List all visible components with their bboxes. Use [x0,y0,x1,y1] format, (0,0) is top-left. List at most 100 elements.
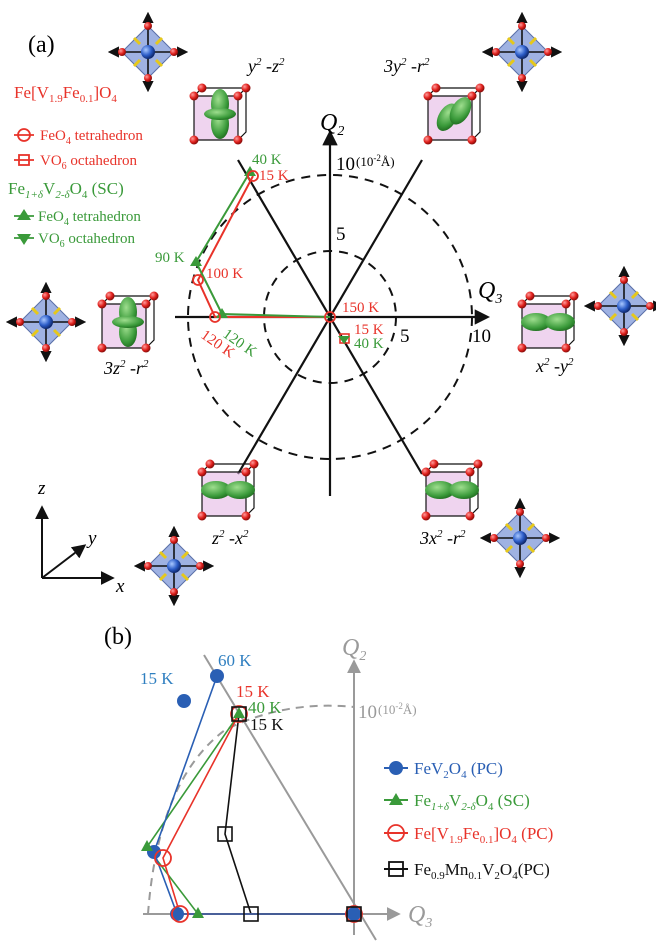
vanadium-atom [513,531,527,545]
red-marker-100K [192,274,204,286]
legend-b-red-marker [387,824,405,842]
black-marker-top-b [231,706,247,722]
green-marker-top-b [233,707,245,718]
legend-b-item3: Fe[V1.9Fe0.1]O4 (PC) [414,824,553,846]
circle-r10-b [147,704,355,915]
line-120deg-b [203,654,377,941]
bond-arrow [132,58,142,68]
green-marker-90K [190,256,202,266]
oxygen-atom [241,467,251,477]
temp-100K-red: 100 K [206,266,243,282]
oxygen-atom [423,91,433,101]
tick-5-top: 5 [336,224,346,245]
oxygen-atom [516,560,524,568]
oxygen-atom [233,91,243,101]
oxygen-atom [467,91,477,101]
oxygen-atom [241,83,251,93]
temp-40K-green-b: 40 K [248,698,282,717]
temp-15K-black-b: 15 K [250,715,284,734]
coordinate-axes: z y x [35,478,125,597]
coord-y-label: y [86,528,97,549]
oxygen-atom [429,459,439,469]
orbital-label-3z2-r2: 3z2 -r2 [103,358,149,378]
orbital-lobe [521,313,551,331]
legend-a-title2: Fe1+δV2-δO4 (SC) [8,179,124,201]
oxygen-atom [197,83,207,93]
octahedron-a-top-right [481,11,563,93]
oxygen-atom [105,291,115,301]
orbital-illustrations [97,83,579,521]
red-marker-mid-b [154,849,172,867]
oxygen-atom [68,318,76,326]
oxygen-atom [518,22,526,30]
legend-b-green-marker [389,793,403,805]
bond-arrow [158,572,168,582]
red-marker-150K [324,311,336,323]
oxygen-atom [561,299,571,309]
bond-arrow [180,550,190,560]
orbital-label-3x2-r2: 3x2 -r2 [419,528,466,548]
orbital-cube-3x2-r2 [421,459,483,521]
vanadium-atom [167,559,181,573]
temp-40K-green-center: 40 K [354,336,384,352]
unit-b: (10-2Å) [378,701,417,717]
bond-arrow [158,550,168,560]
legend-b-item4: Fe0.9Mn0.1V2O4(PC) [414,860,550,882]
unit-top: (10-2Å) [356,153,395,169]
vanadium-atom [141,45,155,59]
blue-trajectory-b [153,675,354,915]
legend-a-green-up-marker [17,209,31,220]
bond-arrow [180,572,190,582]
oxygen-atom [197,511,207,521]
q2-label-a: Q2 [320,110,344,139]
red-marker-top-b [230,705,248,723]
oxygen-atom [170,48,178,56]
green-marker-mid-b [141,840,153,851]
bond-arrow [132,36,142,46]
oxygen-atom [189,135,199,145]
vanadium-atom [39,315,53,329]
legend-a-item1: FeO4 tetrahedron [40,128,143,147]
oxygen-atom [473,459,483,469]
red-marker-origin-b [345,905,363,923]
red-marker-15K [247,170,259,182]
temp-15K-blue: 15 K [140,669,174,688]
bond-arrow [154,36,164,46]
orbital-cube-y2-z2 [189,83,251,145]
octahedron-a-left [5,281,87,363]
oxygen-atom [594,302,602,310]
blue-marker-15K [177,694,191,708]
black-marker-bottom-b [243,906,259,922]
legend-b-item2: Fe1+δV2-δO4 (SC) [414,791,530,813]
vanadium-atom [515,45,529,59]
tick-5-right: 5 [400,326,410,347]
tick-10-top: 10 [336,154,355,175]
legend-a: Fe[V1.9Fe0.1]O4 FeO4 tetrahedron VO6 oct… [8,83,143,250]
bond-arrow [504,544,514,554]
orbital-lobe [449,97,472,125]
orbital-lobe [545,313,575,331]
oxygen-atom [518,74,526,82]
black-trajectory-b [224,713,354,915]
oxygen-atom [544,48,552,56]
oxygen-atom [490,534,498,542]
orbital-lobe [449,481,479,499]
bond-arrow [154,58,164,68]
legend-b-blue-marker [389,761,403,775]
oxygen-atom [492,48,500,56]
octahedron-a-bottom-right [479,497,561,579]
temp-60K-blue: 60 K [218,651,252,670]
legend-a-item4: VO6 octahedron [38,231,136,250]
orbital-label-y2-z2: y2 -z2 [246,56,285,76]
oxygen-atom [467,135,477,145]
temp-15K-red-b: 15 K [236,682,270,701]
oxygen-atom [475,83,485,93]
orbital-label-x2-y2: x2 -y2 [535,356,574,376]
oxygen-atom [141,343,151,353]
bond-arrow [506,36,516,46]
oxygen-atom [170,588,178,596]
oxygen-atom [423,135,433,145]
temp-15K-red-top: 15 K [259,168,289,184]
orbital-lobe [225,481,255,499]
oxygen-atom [465,467,475,477]
